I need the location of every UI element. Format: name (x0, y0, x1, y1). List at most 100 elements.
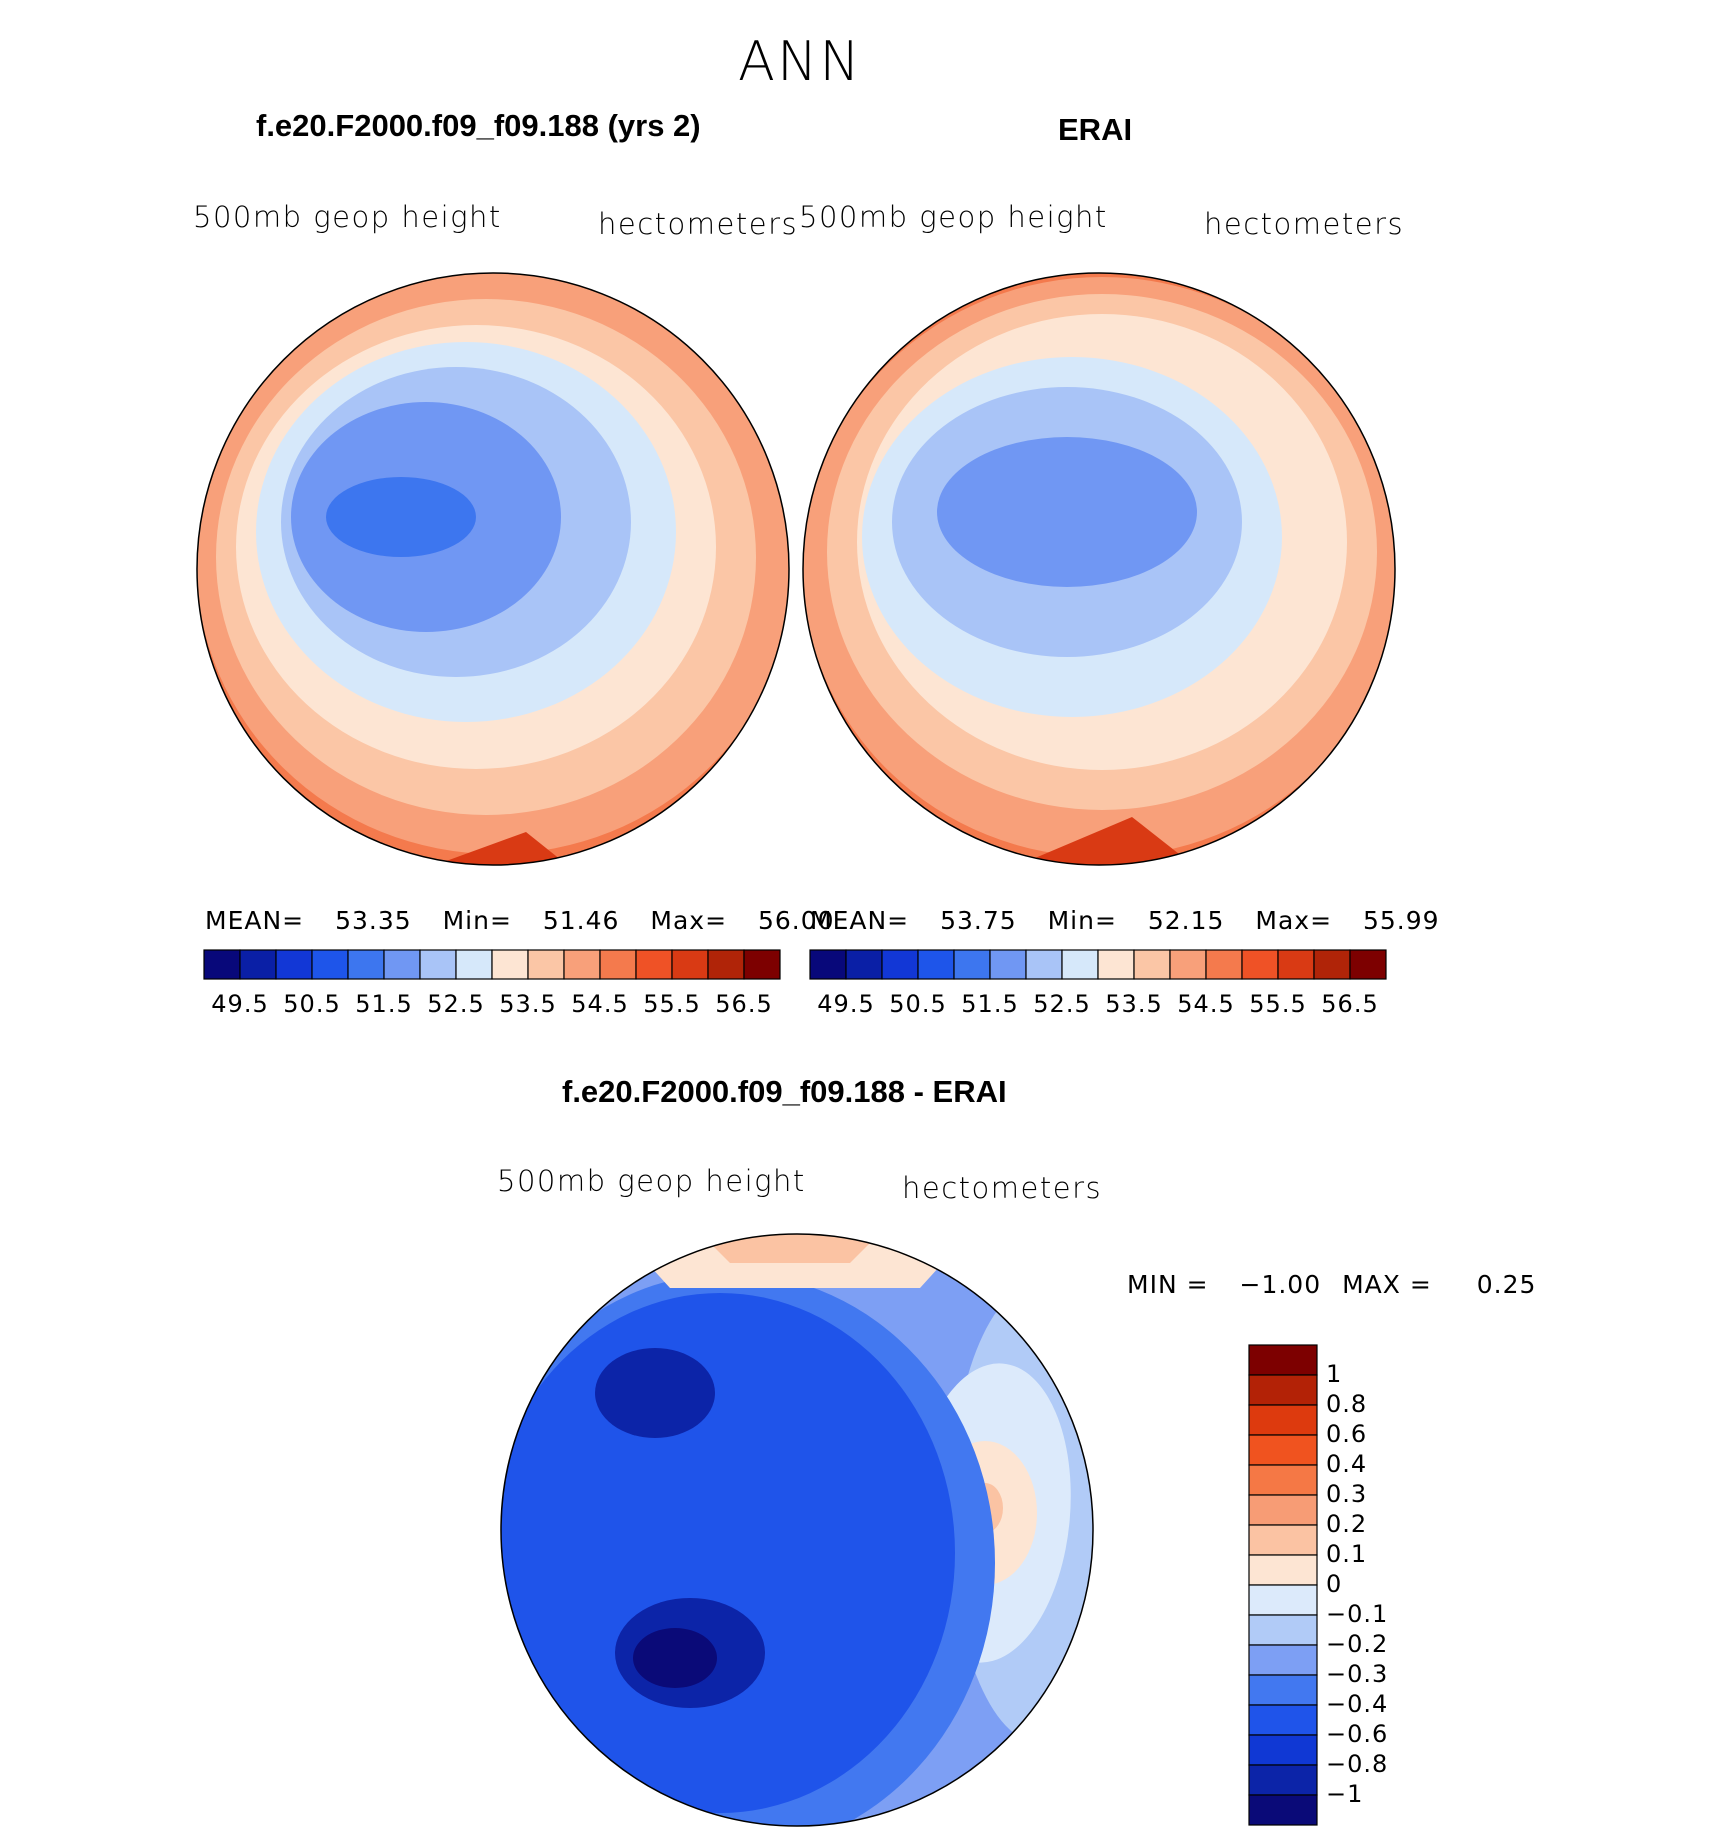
panel2-tick-labels: 49.5 50.5 51.5 52.5 53.5 54.5 55.5 56.5 (810, 990, 1386, 1020)
colorbar-tick-label: 54.5 (1177, 990, 1235, 1018)
colorbar-box (989, 949, 1027, 980)
colorbar-tick-label: 55.5 (1249, 990, 1307, 1018)
colorbar-box (707, 949, 745, 980)
panel3-colorbar (1248, 1344, 1318, 1826)
panel1-units-label: hectometers (598, 207, 799, 241)
panel2-min-value: 52.15 (1147, 906, 1225, 935)
colorbar-box (671, 949, 709, 980)
panel2-min-label: Min= (1047, 906, 1117, 935)
colorbar-tick-label: 51.5 (355, 990, 413, 1018)
colorbar-tick-label: 53.5 (1105, 990, 1163, 1018)
panel2-variable-label: 500mb geop height (799, 200, 1108, 234)
panel1-map (196, 272, 790, 866)
colorbar-tick-label: 52.5 (427, 990, 485, 1018)
contour-band (1002, 817, 1202, 865)
colorbar-tick-label: 0.4 (1326, 1450, 1368, 1478)
colorbar-box (1248, 1404, 1318, 1436)
panel1-mean-value: 53.35 (335, 906, 412, 935)
colorbar-tick-label: −0.3 (1326, 1660, 1389, 1688)
panel2-max-label: Max= (1255, 906, 1333, 935)
colorbar-tick-label: 0.3 (1326, 1480, 1368, 1508)
panel2-stats: MEAN= 53.75 Min= 52.15 Max= 55.99 (810, 906, 1440, 935)
panel3-max-label: MAX = (1342, 1270, 1432, 1299)
contour-band (937, 437, 1197, 587)
panel2-max-value: 55.99 (1363, 906, 1440, 935)
panel3-stats: MIN = −1.00 MAX = 0.25 (1127, 1270, 1536, 1299)
colorbar-box (1248, 1674, 1318, 1706)
panel2-mean-value: 53.75 (940, 906, 1017, 935)
colorbar-tick-label: 56.5 (715, 990, 773, 1018)
panel2-title: ERAI (1058, 112, 1133, 147)
colorbar-box (1248, 1494, 1318, 1526)
colorbar-tick-label: 55.5 (643, 990, 701, 1018)
colorbar-tick-label: −0.8 (1326, 1750, 1389, 1778)
panel2-units-label: hectometers (1204, 207, 1405, 241)
panel1-stats: MEAN= 53.35 Min= 51.46 Max= 56.00 (205, 906, 835, 935)
contour-band (326, 477, 476, 557)
colorbar-box (953, 949, 991, 980)
colorbar-box (1248, 1524, 1318, 1556)
colorbar-tick-label: 52.5 (1033, 990, 1091, 1018)
colorbar-box (347, 949, 385, 980)
colorbar-tick-label: −0.4 (1326, 1690, 1389, 1718)
panel2-colorbar (809, 949, 1387, 980)
panel2-mean-label: MEAN= (810, 906, 910, 935)
contour-band (803, 322, 827, 382)
panel1-max-value: 56.00 (758, 906, 835, 935)
colorbar-box (383, 949, 421, 980)
colorbar-box (1248, 1464, 1318, 1496)
colorbar-tick-label: −0.2 (1326, 1630, 1389, 1658)
panel1-title: f.e20.F2000.f09_f09.188 (yrs 2) (256, 108, 701, 143)
colorbar-tick-label: 0.6 (1326, 1420, 1368, 1448)
panel3-variable-label: 500mb geop height (497, 1164, 806, 1198)
colorbar-tick-label: 51.5 (961, 990, 1019, 1018)
colorbar-tick-label: 49.5 (211, 990, 269, 1018)
colorbar-tick-label: −0.1 (1326, 1600, 1389, 1628)
panel2-map (802, 272, 1396, 866)
colorbar-box (1349, 949, 1387, 980)
colorbar-box (1248, 1374, 1318, 1406)
colorbar-box (1241, 949, 1279, 980)
colorbar-box (1133, 949, 1171, 980)
contour-band (700, 1234, 880, 1263)
colorbar-tick-label: 0.2 (1326, 1510, 1368, 1538)
panel3-min-label: MIN = (1127, 1270, 1209, 1299)
panel3-min-value: −1.00 (1239, 1270, 1322, 1299)
panel1-variable-label: 500mb geop height (193, 200, 502, 234)
colorbar-box (419, 949, 457, 980)
colorbar-box (1248, 1584, 1318, 1616)
colorbar-box (1277, 949, 1315, 980)
colorbar-tick-label: 53.5 (499, 990, 557, 1018)
panel3-tick-labels: 1 0.8 0.6 0.4 0.3 0.2 0.1 0 −0.1 −0.2 −0.3 −0.4 −0.6… (1326, 1345, 1466, 1825)
colorbar-box (1248, 1704, 1318, 1736)
colorbar-box (1248, 1644, 1318, 1676)
contour-band (595, 1348, 715, 1438)
colorbar-box (881, 949, 919, 980)
colorbar-box (1248, 1554, 1318, 1586)
colorbar-tick-label: 50.5 (889, 990, 947, 1018)
colorbar-tick-label: 1 (1326, 1360, 1343, 1388)
colorbar-box (1061, 949, 1099, 980)
colorbar-box (1025, 949, 1063, 980)
colorbar-box (491, 949, 529, 980)
colorbar-box (1248, 1614, 1318, 1646)
colorbar-tick-label: 54.5 (571, 990, 629, 1018)
colorbar-tick-label: 50.5 (283, 990, 341, 1018)
contour-band (501, 1293, 955, 1813)
panel1-tick-labels: 49.5 50.5 51.5 52.5 53.5 54.5 55.5 56.5 (204, 990, 780, 1020)
panel3-max-value: 0.25 (1476, 1270, 1537, 1299)
colorbar-box (1248, 1434, 1318, 1466)
colorbar-box (845, 949, 883, 980)
colorbar-box (239, 949, 277, 980)
panel1-mean-label: MEAN= (205, 906, 305, 935)
colorbar-box (1169, 949, 1207, 980)
colorbar-box (743, 949, 781, 980)
colorbar-box (1248, 1344, 1318, 1376)
colorbar-box (1248, 1794, 1318, 1826)
colorbar-box (527, 949, 565, 980)
colorbar-box (635, 949, 673, 980)
colorbar-box (599, 949, 637, 980)
panel3-map (500, 1233, 1094, 1827)
panel1-min-label: Min= (442, 906, 512, 935)
contour-band (633, 1628, 717, 1688)
